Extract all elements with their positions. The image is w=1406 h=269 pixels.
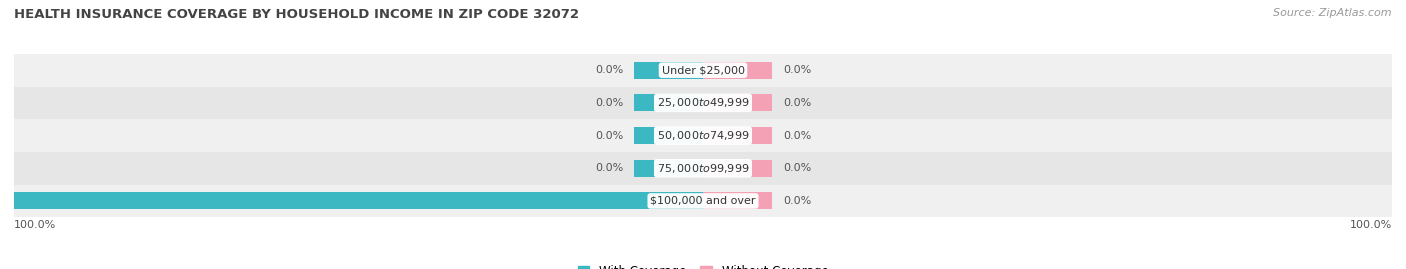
Bar bbox=[14, 87, 1392, 119]
Text: $50,000 to $74,999: $50,000 to $74,999 bbox=[657, 129, 749, 142]
Text: 0.0%: 0.0% bbox=[783, 98, 811, 108]
Text: $25,000 to $49,999: $25,000 to $49,999 bbox=[657, 96, 749, 109]
Bar bbox=[0, 192, 703, 210]
Text: $75,000 to $99,999: $75,000 to $99,999 bbox=[657, 162, 749, 175]
Bar bbox=[634, 160, 703, 177]
Text: 0.0%: 0.0% bbox=[783, 163, 811, 173]
Bar bbox=[703, 192, 772, 210]
Bar bbox=[634, 94, 703, 111]
Bar bbox=[14, 119, 1392, 152]
Bar bbox=[14, 54, 1392, 87]
Text: 0.0%: 0.0% bbox=[783, 196, 811, 206]
Text: 100.0%: 100.0% bbox=[14, 220, 56, 230]
Text: $100,000 and over: $100,000 and over bbox=[650, 196, 756, 206]
Bar bbox=[14, 185, 1392, 217]
Text: 0.0%: 0.0% bbox=[595, 65, 623, 75]
Bar bbox=[14, 152, 1392, 185]
Text: 100.0%: 100.0% bbox=[1350, 220, 1392, 230]
Bar bbox=[634, 62, 703, 79]
Text: Under $25,000: Under $25,000 bbox=[661, 65, 745, 75]
Text: 0.0%: 0.0% bbox=[783, 65, 811, 75]
Legend: With Coverage, Without Coverage: With Coverage, Without Coverage bbox=[578, 265, 828, 269]
Bar bbox=[703, 160, 772, 177]
Bar bbox=[703, 127, 772, 144]
Text: 0.0%: 0.0% bbox=[783, 130, 811, 141]
Bar bbox=[634, 127, 703, 144]
Text: 0.0%: 0.0% bbox=[595, 98, 623, 108]
Bar bbox=[703, 94, 772, 111]
Text: 0.0%: 0.0% bbox=[595, 163, 623, 173]
Text: 0.0%: 0.0% bbox=[595, 130, 623, 141]
Bar bbox=[703, 62, 772, 79]
Text: Source: ZipAtlas.com: Source: ZipAtlas.com bbox=[1274, 8, 1392, 18]
Text: HEALTH INSURANCE COVERAGE BY HOUSEHOLD INCOME IN ZIP CODE 32072: HEALTH INSURANCE COVERAGE BY HOUSEHOLD I… bbox=[14, 8, 579, 21]
